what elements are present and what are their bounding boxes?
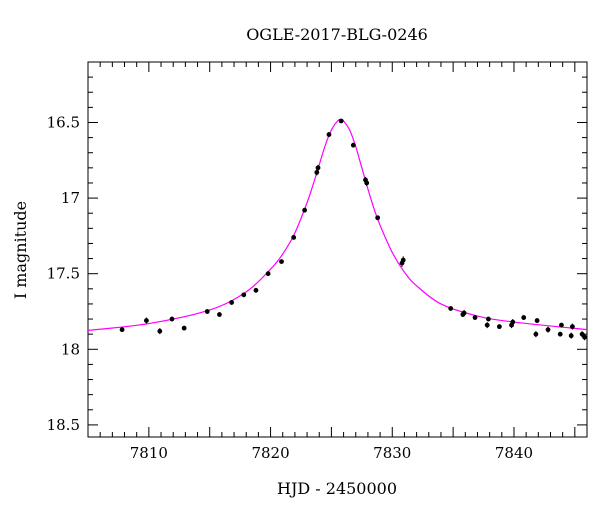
data-point — [521, 315, 527, 320]
data-point — [350, 142, 356, 148]
data-point — [461, 310, 467, 316]
plot-area: 7810 7820 7830 7840 16.5 17 17.5 18 18.5 — [47, 61, 588, 462]
data-point — [375, 215, 381, 221]
data-point — [181, 325, 187, 331]
data-point — [169, 316, 175, 322]
y-axis-label: I magnitude — [11, 201, 30, 299]
x-tick-label: 7820 — [251, 444, 289, 462]
data-point — [448, 306, 454, 311]
data-point — [496, 324, 502, 330]
data-point — [229, 300, 235, 305]
data-point — [144, 318, 149, 323]
y-tick-label: 17.5 — [47, 265, 80, 283]
y-tick-label: 18 — [61, 340, 80, 358]
data-point — [510, 319, 516, 325]
y-tick-label: 18.5 — [47, 416, 80, 434]
plot-frame — [87, 61, 588, 438]
data-point — [241, 292, 247, 298]
data-point — [204, 309, 210, 314]
data-point — [568, 333, 574, 339]
data-point — [559, 322, 564, 328]
y-tick-label: 17 — [61, 189, 80, 207]
data-point — [545, 327, 551, 333]
data-point — [484, 322, 490, 328]
data-point — [315, 165, 321, 171]
x-tick-label: 7810 — [130, 444, 168, 462]
data-point — [400, 257, 406, 263]
data-point — [279, 259, 284, 264]
data-point — [533, 331, 539, 337]
model-curve — [87, 118, 588, 331]
x-axis-label: HJD - 2450000 — [277, 479, 397, 498]
data-point — [253, 287, 259, 293]
data-point — [302, 207, 308, 213]
data-point — [119, 327, 125, 333]
y-tick-label: 16.5 — [47, 113, 80, 131]
data-point — [486, 316, 491, 322]
x-tick-label: 7840 — [495, 444, 533, 462]
data-point — [291, 235, 297, 240]
data-point — [534, 318, 540, 323]
data-point — [217, 312, 222, 317]
chart-title: OGLE-2017-BLG-0246 — [246, 25, 428, 44]
data-point — [582, 334, 587, 340]
data-point — [326, 132, 332, 137]
data-point — [265, 271, 271, 277]
data-point — [472, 315, 478, 320]
data-point — [157, 328, 163, 334]
data-point — [314, 169, 320, 175]
data-point — [364, 180, 370, 186]
data-point — [569, 324, 575, 330]
data-point — [557, 331, 563, 337]
data-point — [338, 118, 344, 124]
x-tick-label: 7830 — [373, 444, 411, 462]
